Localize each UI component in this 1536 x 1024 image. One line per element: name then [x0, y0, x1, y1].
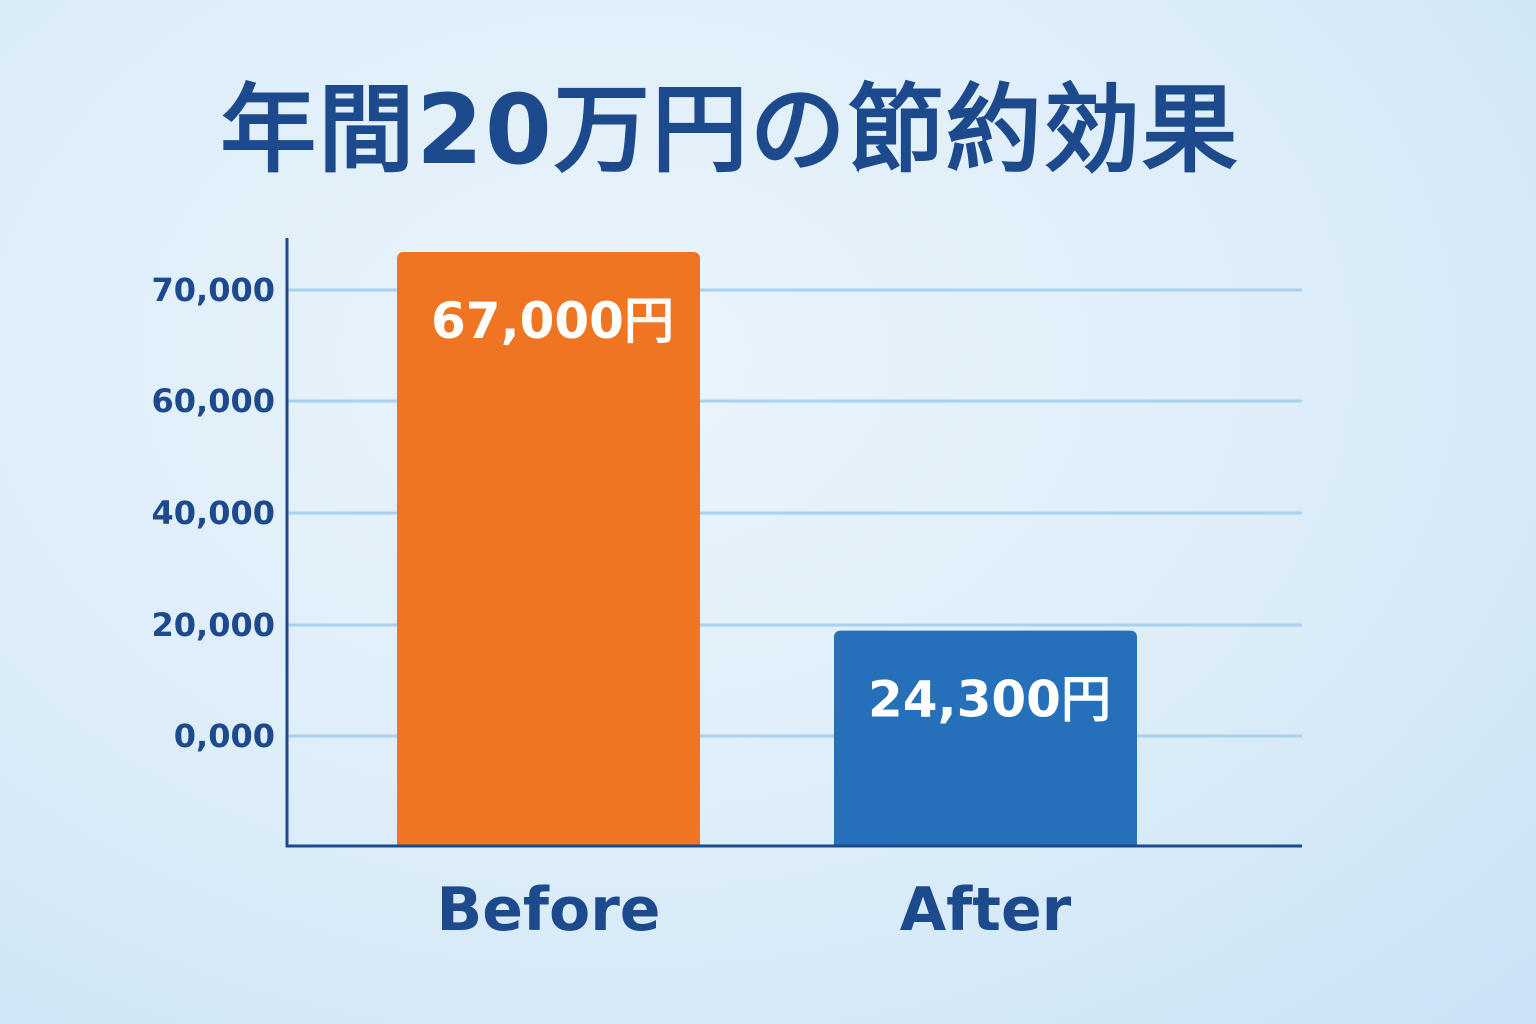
axes: [285, 238, 1302, 848]
chart-title: 年間20万円の節約効果: [220, 74, 1240, 186]
y-tick-label: 70,000: [152, 271, 275, 309]
x-category-label-after: After: [900, 875, 1072, 945]
y-tick-label: 60,000: [152, 382, 275, 420]
bar-after: [834, 630, 1137, 846]
bar-before: [397, 252, 700, 846]
data-label-before: 67,000円: [431, 292, 674, 350]
bars: [397, 252, 1137, 846]
data-label-after: 24,300円: [868, 671, 1111, 729]
x-category-label-before: Before: [436, 875, 660, 945]
y-tick-label: 0,000: [174, 717, 275, 755]
labels: 70,000 60,000 40,000 20,000 0,000 67,000円 Befo…: [152, 271, 1111, 945]
y-tick-label: 20,000: [152, 606, 275, 644]
y-tick-label: 40,000: [152, 494, 275, 532]
